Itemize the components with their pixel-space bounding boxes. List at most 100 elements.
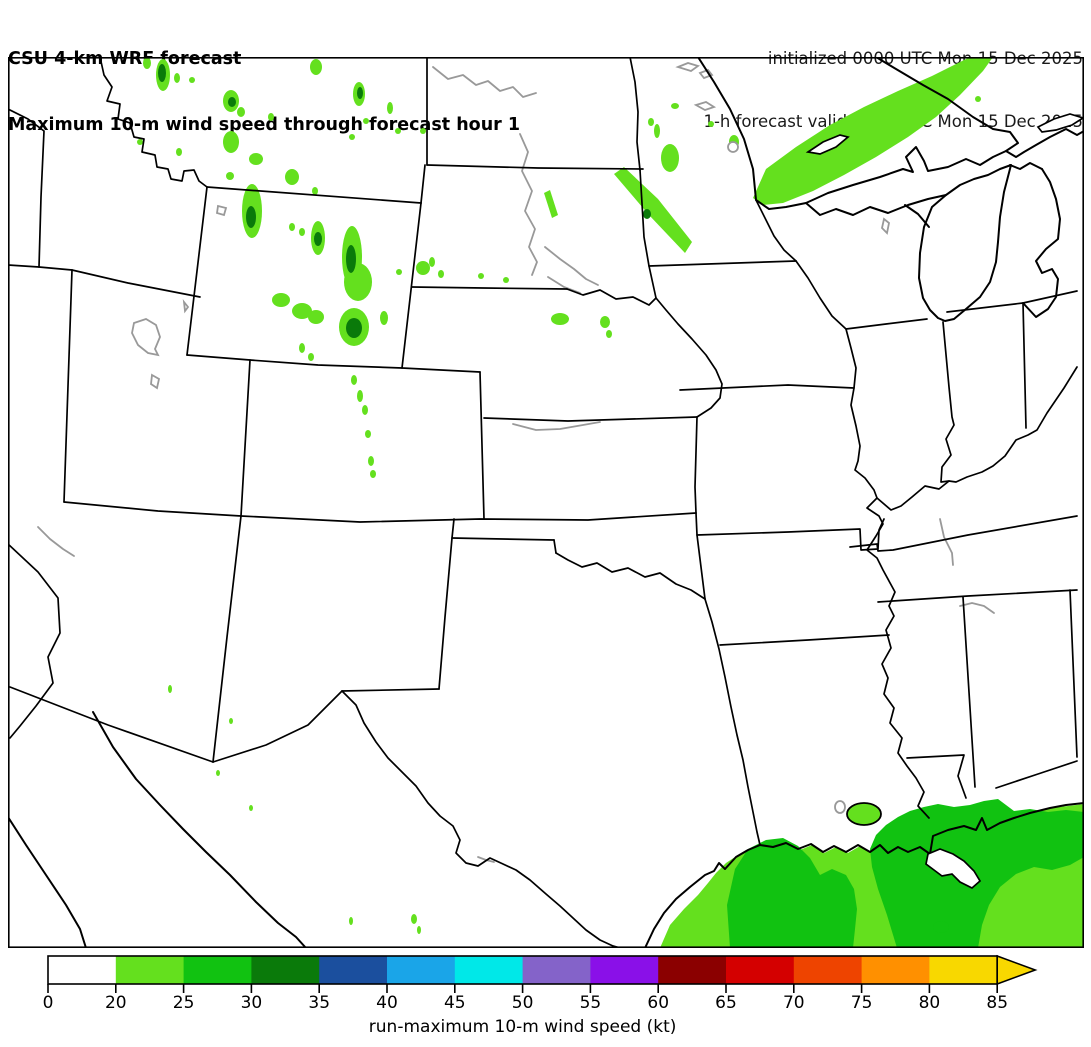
mille-lacs-lake [727, 141, 739, 153]
buffalo-ridge-wind-streak [614, 167, 692, 253]
missouri-river-border [566, 288, 723, 418]
wind-cell [292, 303, 312, 319]
upper-peninsula-south-shore [805, 194, 947, 216]
colorado-kansas-border [479, 371, 485, 520]
colorbar-tick-label-40: 40 [376, 993, 398, 1013]
louisiana-mississippi-south-border [906, 754, 967, 799]
colorbar-tick-label-0: 0 [43, 993, 54, 1013]
colorbar-tick-label-25: 25 [173, 993, 195, 1013]
wind-cell [551, 313, 569, 325]
wind-cell [310, 59, 322, 75]
colorbar-segment-25-30 [183, 956, 252, 984]
idaho-montana-border [99, 57, 208, 188]
isle-royale [805, 134, 850, 155]
colorbar-tick-label-60: 60 [647, 993, 669, 1013]
colorado-gila-river [37, 526, 75, 557]
wind-cell [357, 390, 363, 402]
tennessee-river-bend [959, 602, 995, 614]
colorbar-segment-20-25 [115, 956, 185, 984]
wind-cell [396, 269, 402, 275]
colorbar-segment-70-75 [793, 956, 863, 984]
colorbar-segment-65-70 [726, 956, 795, 984]
plot-title: CSU 4-km WRF forecast Maximum 10-m wind … [8, 4, 520, 158]
wind-cell [370, 470, 376, 478]
arizona-newmexico-border [212, 515, 242, 763]
wind-cell [223, 131, 239, 153]
wind-cell [380, 311, 388, 325]
gulf-wind-25kt-west-patch [727, 838, 857, 948]
oregon-idaho-border [8, 108, 45, 268]
wind-cell [228, 97, 236, 107]
wind-cell [395, 128, 401, 134]
oklahoma-panhandle-south-border [451, 537, 555, 541]
wyoming-east-border [401, 202, 422, 369]
colorbar-ticks [47, 984, 999, 993]
wind-cell [915, 104, 923, 112]
northdakota-southdakota-border [426, 164, 644, 170]
secondary-wind-streak [544, 190, 558, 218]
colorbar-tick-labels: 0 20 25 30 35 40 45 50 55 60 65 70 75 80 85 [43, 993, 1008, 1013]
wind-cell [158, 64, 166, 82]
nevada-north-border [8, 264, 73, 271]
wind-cell [928, 111, 934, 117]
wind-cell [600, 316, 610, 328]
utah-nevada-border [63, 269, 73, 503]
mississippi-river-border [795, 260, 930, 819]
wind-cell [176, 148, 182, 156]
colorbar-tick-label-65: 65 [715, 993, 737, 1013]
lake-huron-north-channel [1005, 128, 1084, 158]
parallel-41n-border [186, 354, 481, 373]
kentucky-tennessee-border [849, 515, 1078, 552]
wind-cell [268, 113, 274, 121]
alabama-florida-border [995, 760, 1078, 789]
iowa-missouri-border [679, 384, 855, 391]
mississippi-river-delta [925, 848, 982, 890]
wind-cell [168, 685, 172, 693]
ohio-river-border [876, 366, 1078, 511]
alabama-georgia-border [1069, 589, 1078, 758]
wisconsin-illinois-border [845, 318, 928, 330]
wind-shading-gulf [660, 799, 1084, 948]
wind-shading-lake-superior [753, 57, 993, 205]
newmexico-texas-border [438, 518, 455, 690]
baja-california-coast [8, 816, 87, 948]
colorbar-tick-label-75: 75 [851, 993, 873, 1013]
colorbar-segment-55-60 [590, 956, 659, 984]
minnesota-iowa-border [648, 260, 797, 267]
colorbar-segments [48, 956, 998, 984]
red-river-north-border [629, 57, 641, 171]
wind-cell [420, 128, 426, 134]
newmexico-texas-32n-border [341, 688, 440, 692]
utah-lake [150, 373, 161, 390]
rivers-and-lakes [37, 62, 995, 863]
wind-cell [308, 310, 324, 324]
colorbar-segment-50-55 [522, 956, 591, 984]
colorbar-segment-40-45 [387, 956, 456, 984]
colorbar-tick-label-30: 30 [241, 993, 263, 1013]
arkansas-louisiana-border [719, 634, 890, 646]
wind-cell [606, 330, 612, 338]
wind-cell [289, 223, 295, 231]
wind-cell [299, 343, 305, 353]
leech-lake [693, 101, 717, 111]
arizona-mexico-border [9, 686, 214, 763]
utah-colorado-border [240, 359, 251, 517]
wind-cell [137, 139, 143, 145]
wind-speckles-30kt [158, 64, 651, 338]
wind-cell [272, 293, 290, 307]
wind-cell [308, 353, 314, 361]
colorbar-segment-45-50 [454, 956, 524, 984]
wind-cell [975, 96, 981, 102]
lake-winnebago [881, 217, 890, 235]
wind-cell [216, 770, 220, 776]
parallel-37n-border [63, 501, 697, 523]
wind-cell [429, 257, 435, 267]
california-nevada-colorado-river [8, 543, 61, 739]
white-river [544, 246, 599, 286]
wind-cell [478, 273, 484, 279]
straits-of-mackinac [1009, 162, 1043, 170]
wind-cell [346, 245, 356, 273]
wind-cell [417, 926, 421, 934]
devils-lake [675, 62, 701, 72]
texas-louisiana-border [704, 598, 761, 846]
